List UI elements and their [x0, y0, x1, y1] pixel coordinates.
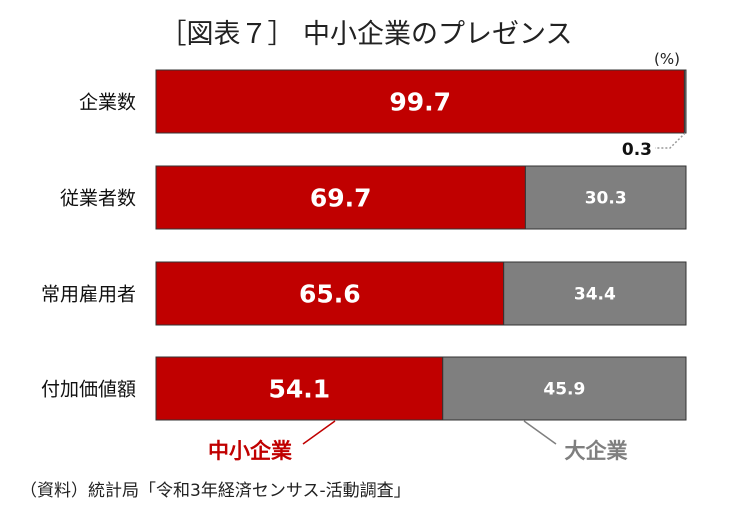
bar-sme	[155, 261, 505, 326]
data-label: 0.3	[622, 140, 652, 160]
legend-leader-large	[523, 420, 557, 445]
data-label: 65.6	[299, 280, 361, 309]
legend: 中小企業 大企業	[208, 420, 629, 463]
bar-sme	[155, 69, 685, 134]
category-label: 従業者数	[60, 188, 136, 210]
bar-large-enterprise	[442, 356, 687, 421]
data-label: 45.9	[543, 380, 585, 400]
chart-title: ［図表７］ 中小企業のプレゼンス	[159, 19, 572, 50]
leader-line	[655, 132, 686, 149]
bars-group: 企業数 99.7 0.3 従業者数 69.7 30.3 常用雇用者 65.6 34.4 付加価値額…	[41, 69, 687, 421]
bar-large-enterprise	[683, 69, 687, 134]
data-label: 34.4	[574, 285, 616, 305]
bar-large-enterprise	[524, 165, 687, 230]
category-label: 付加価値額	[41, 379, 136, 401]
data-label: 30.3	[585, 189, 627, 209]
data-label: 54.1	[269, 375, 331, 404]
unit-label: (%)	[654, 50, 680, 68]
bar-large-enterprise	[503, 261, 687, 326]
legend-sme: 中小企業	[208, 439, 293, 463]
data-label: 99.7	[389, 88, 451, 117]
source-note: （資料）統計局「令和3年経済センサス-活動調査」	[20, 481, 411, 501]
legend-large-enterprise: 大企業	[565, 439, 629, 463]
category-label: 企業数	[79, 92, 136, 114]
legend-leader-sme	[302, 420, 336, 445]
data-label: 69.7	[310, 184, 372, 213]
category-label: 常用雇用者	[41, 284, 136, 306]
bar-sme	[155, 356, 444, 421]
bar-sme	[155, 165, 526, 230]
